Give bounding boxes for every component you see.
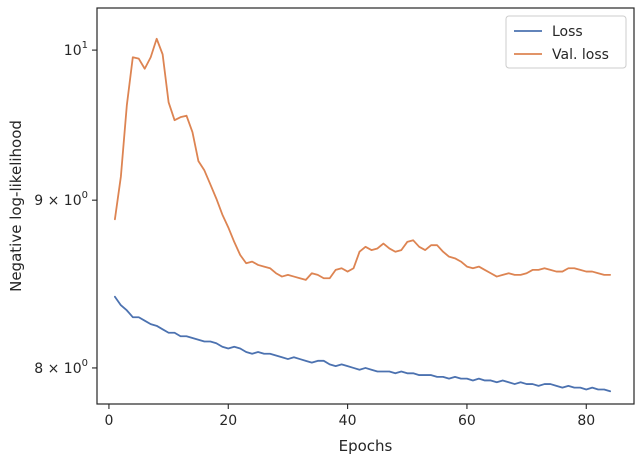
y-axis-ticks: 8 × 100 9 × 100 101: [34, 40, 97, 377]
x-axis-ticks: 0 20 40 60 80: [104, 404, 595, 429]
x-tick-label: 20: [219, 413, 237, 429]
x-tick-label: 40: [339, 413, 357, 429]
series-line-val-loss: [114, 37, 612, 281]
legend-label-loss: Loss: [552, 24, 583, 40]
series-line-loss: [114, 295, 612, 393]
legend-label-val-loss: Val. loss: [552, 47, 609, 63]
y-tick-label: 9 × 100: [34, 190, 88, 209]
y-tick-label: 8 × 100: [34, 358, 88, 377]
x-tick-label: 80: [577, 413, 595, 429]
legend-box: [505, 15, 627, 69]
x-tick-label: 0: [104, 413, 113, 429]
y-tick-label: 101: [64, 40, 88, 59]
x-axis-label: Epochs: [339, 437, 393, 455]
x-tick-label: 60: [458, 413, 476, 429]
y-axis-label: Negative log-likelihood: [7, 120, 25, 292]
plot-area: [114, 37, 612, 393]
legend: Loss Val. loss: [505, 15, 627, 69]
plot-frame: [96, 7, 635, 405]
